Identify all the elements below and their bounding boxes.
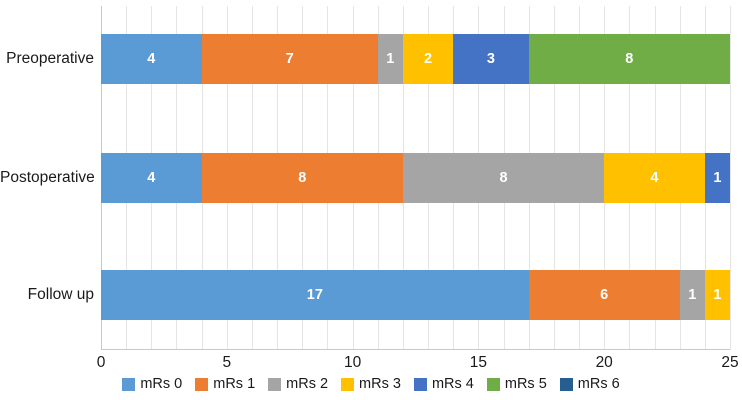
bar-segment-label: 1: [713, 169, 722, 186]
bar-segment-label: 1: [688, 286, 697, 303]
bar-segment-label: 2: [424, 50, 433, 67]
legend-item: mRs 1: [195, 377, 255, 392]
x-tick-label: 25: [721, 354, 739, 371]
bar-segment: 4: [101, 34, 202, 84]
bar-segment-label: 4: [147, 50, 156, 67]
bar-row: 4 8 8 4 1: [101, 153, 730, 203]
x-tick-label: 20: [595, 354, 613, 371]
bar-segment: 4: [101, 153, 202, 203]
bar-segment-label: 8: [298, 169, 307, 186]
bar-segment: 1: [377, 34, 403, 84]
bar-segment-label: 1: [713, 286, 722, 303]
legend-item: mRs 0: [122, 377, 182, 392]
legend: mRs 0 mRs 1 mRs 2 mRs 3 mRs 4 mRs 5 mRs 6: [0, 377, 742, 392]
bar-row: 4 7 1 2 3 8: [101, 34, 730, 84]
x-tick-label: 15: [469, 354, 488, 371]
legend-label: mRs 3: [359, 376, 401, 392]
bar-segment: 1: [704, 270, 730, 320]
legend-item: mRs 2: [268, 377, 328, 392]
category-label: Preoperative: [6, 50, 94, 67]
legend-label: mRs 6: [577, 376, 620, 392]
bar-segment: 2: [402, 34, 454, 84]
plot-area: 4 7 1 2 3 8 4 8 8 4 1 17 6 1 1: [101, 6, 731, 350]
bar-segment: 3: [453, 34, 529, 84]
bar-row: 17 6 1 1: [101, 270, 730, 320]
bar-segment-label: 1: [386, 50, 395, 67]
legend-label: mRs 1: [213, 376, 256, 392]
legend-item: mRs 5: [486, 376, 547, 392]
bar-segment-label: 8: [625, 50, 634, 67]
bar-segment-label: 6: [600, 286, 609, 303]
legend-swatch: [413, 377, 427, 391]
legend-swatch: [486, 377, 500, 391]
legend-swatch: [341, 377, 355, 391]
legend-label: mRs 4: [431, 376, 474, 392]
bar-segment: 8: [528, 34, 730, 84]
category-label: Follow up: [27, 286, 94, 303]
gridline: [730, 6, 731, 350]
bar-segment: 8: [201, 153, 403, 203]
legend-swatch: [195, 377, 209, 391]
bar-segment: 17: [101, 270, 529, 320]
legend-label: mRs 0: [140, 376, 183, 392]
bar-segment: 7: [201, 34, 378, 84]
legend-swatch: [122, 377, 136, 391]
legend-label: mRs 2: [286, 376, 329, 392]
bar-segment-label: 3: [486, 50, 495, 67]
bar-segment-label: 7: [285, 50, 294, 67]
legend-swatch: [559, 377, 573, 391]
bar-segment: 1: [704, 153, 730, 203]
bar-segment-label: 17: [306, 286, 323, 303]
legend-item: mRs 6: [559, 376, 620, 392]
x-tick-label: 5: [222, 354, 232, 371]
x-axis-line: [101, 349, 730, 350]
bar-segment: 1: [679, 270, 705, 320]
bar-segment: 8: [402, 153, 605, 203]
x-tick-label: 0: [96, 354, 106, 371]
bar-segment-label: 4: [147, 169, 156, 186]
bar-segment: 6: [528, 270, 680, 320]
legend-item: mRs 3: [341, 377, 401, 392]
x-tick-label: 10: [343, 354, 362, 371]
legend-item: mRs 4: [413, 376, 474, 392]
legend-label: mRs 5: [504, 376, 547, 392]
legend-swatch: [268, 377, 282, 391]
bar-segment: 4: [604, 153, 705, 203]
bar-segment-label: 4: [650, 169, 659, 186]
category-label: Postoperative: [0, 169, 95, 186]
bar-segment-label: 8: [499, 169, 508, 186]
